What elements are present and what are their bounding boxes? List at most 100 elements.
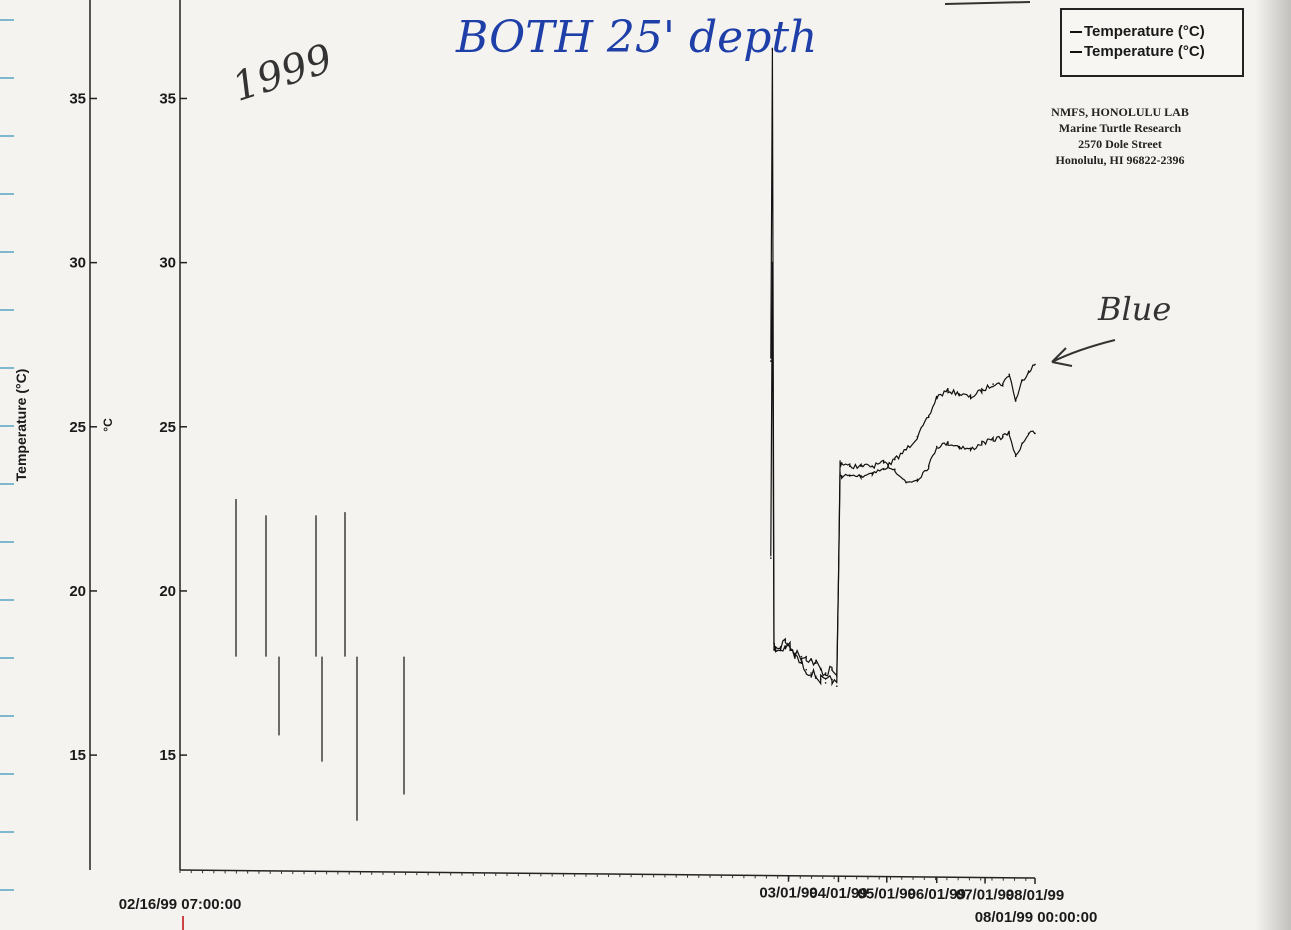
x-tick-label: 05/01/99 — [858, 886, 916, 903]
inner-y-ticks: 35 30 25 20 15 — [159, 90, 187, 764]
inner-y-tick-label: 15 — [159, 747, 176, 764]
handwritten-blue-label: Blue — [1097, 290, 1171, 328]
series-point-1 — [770, 360, 772, 362]
series-point-1 — [935, 396, 938, 399]
series-point-2 — [860, 465, 862, 468]
series-point-2 — [831, 678, 833, 681]
series-point-1 — [860, 475, 862, 477]
series-point-1 — [1021, 380, 1023, 382]
series-point-2 — [981, 442, 983, 445]
inner-y-tick-label: 25 — [159, 419, 176, 436]
inner-axis-unit: °C — [101, 418, 115, 432]
x-tick-label: 08/01/99 — [1006, 887, 1064, 904]
series-point-2 — [947, 442, 949, 445]
series-point-2 — [779, 649, 782, 651]
series-point-2 — [774, 649, 777, 651]
legend-swatch-2 — [1070, 51, 1082, 54]
series-point-2 — [935, 445, 938, 448]
lab-street: 2570 Dole Street — [1078, 137, 1162, 151]
series-point-2 — [839, 462, 841, 464]
series-point-2 — [815, 675, 817, 678]
legend: Temperature (°C) Temperature (°C) — [1060, 8, 1244, 77]
series-point-1 — [882, 468, 885, 471]
handwritten-year: 1999 — [227, 36, 338, 111]
series-point-2 — [848, 465, 851, 468]
series-point-1 — [848, 475, 851, 477]
x-start-label: 02/16/99 07:00:00 — [119, 896, 242, 913]
series-point-1 — [992, 383, 994, 385]
series-point-2 — [800, 662, 803, 664]
series-point-1 — [916, 435, 919, 438]
lab-address-block: NMFS, HONOLULU LAB Marine Turtle Researc… — [1030, 104, 1210, 168]
series-point-2 — [992, 439, 994, 441]
series-point-1 — [905, 449, 907, 451]
series-point-2 — [789, 649, 791, 651]
series-point-2 — [784, 646, 787, 648]
series-point-1 — [927, 416, 930, 418]
outer-y-tick-label: 30 — [69, 255, 86, 272]
series-point-1 — [947, 389, 949, 392]
x-tick-label: 03/01/99 — [759, 885, 817, 902]
series-point-2 — [1021, 442, 1023, 445]
series-point-1 — [771, 48, 774, 50]
series-point-2 — [810, 672, 812, 674]
x-ticks: 03/01/9904/01/9905/01/9906/01/9907/01/99… — [179, 870, 1064, 904]
series-point-1 — [1002, 383, 1004, 385]
series-point-1 — [805, 655, 807, 658]
series-point-2 — [871, 465, 874, 468]
series-line-2 — [770, 262, 1036, 687]
x-axis — [179, 869, 1036, 879]
series-group — [235, 47, 1036, 821]
series-point-1 — [894, 458, 896, 461]
series-point-1 — [819, 668, 822, 671]
series-point-1 — [1014, 399, 1017, 402]
legend-swatch-1 — [1070, 31, 1082, 34]
margin-marks — [0, 19, 14, 891]
handwritten-depth-note: BOTH 25' depth — [455, 12, 817, 63]
series-point-1 — [810, 659, 812, 661]
series-point-2 — [916, 478, 919, 481]
series-point-1 — [824, 672, 827, 674]
lab-program: Marine Turtle Research — [1058, 121, 1182, 135]
series-point-1 — [800, 655, 803, 658]
series-point-1 — [1027, 370, 1030, 372]
series-line-1 — [770, 47, 1035, 677]
outer-y-ticks: 35 30 25 20 15 — [69, 90, 97, 764]
x-tick-label: 06/01/99 — [908, 886, 966, 903]
x-tick-label: 04/01/99 — [809, 885, 867, 902]
series-point-2 — [1027, 432, 1030, 435]
series-point-2 — [894, 468, 896, 471]
outer-y-tick-label: 20 — [69, 583, 86, 600]
legend-entry-2: Temperature (°C) — [1070, 43, 1205, 60]
series-point-2 — [805, 668, 807, 671]
handwritten-underline — [944, 1, 1031, 5]
series-point-1 — [958, 393, 961, 395]
series-point-2 — [794, 655, 796, 658]
inner-y-tick-label: 20 — [159, 583, 176, 600]
series-point-2 — [969, 449, 972, 451]
series-point-1 — [871, 472, 874, 474]
series-point-2 — [1002, 435, 1004, 438]
series-point-1 — [969, 396, 972, 399]
outer-y-tick-label: 35 — [69, 90, 86, 107]
series-point-2 — [905, 481, 907, 484]
x-tick-label: 07/01/99 — [956, 887, 1014, 904]
inner-y-tick-label: 30 — [159, 255, 176, 272]
series-point-1 — [981, 389, 983, 392]
series-point-1 — [784, 639, 787, 641]
series-point-2 — [819, 678, 822, 681]
series-point-2 — [824, 682, 827, 684]
series-point-2 — [882, 462, 885, 464]
series-point-2 — [771, 261, 774, 264]
series-point-2 — [958, 445, 961, 448]
series-point-2 — [773, 649, 775, 651]
series-point-1 — [1034, 363, 1036, 366]
outer-y-tick-label: 15 — [69, 747, 86, 764]
series-point-1 — [1008, 373, 1010, 376]
series-point-1 — [831, 668, 833, 671]
handwritten-arrow — [1051, 339, 1116, 367]
series-point-2 — [1034, 432, 1036, 435]
legend-label-2: Temperature (°C) — [1084, 43, 1205, 60]
